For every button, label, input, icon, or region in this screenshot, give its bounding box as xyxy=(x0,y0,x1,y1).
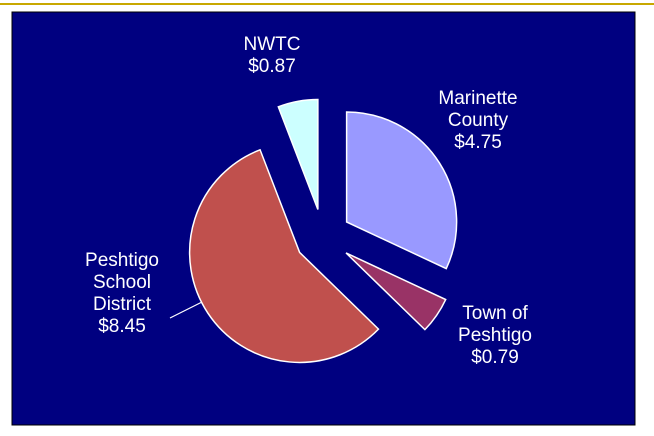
category-name: Town of Peshtigo xyxy=(458,303,532,346)
value-label: $0.87 xyxy=(248,56,296,77)
pie-slice xyxy=(345,111,458,270)
slice-label: NWTC $0.87 xyxy=(222,34,322,78)
leader-line xyxy=(169,299,207,319)
category-name: Marinette County xyxy=(438,88,518,131)
slice-label: Peshtigo School District $8.45 xyxy=(72,250,172,338)
value-label: $0.79 xyxy=(471,347,519,368)
pie-slice xyxy=(345,252,447,331)
plot-background xyxy=(11,11,636,426)
pie-slice xyxy=(188,148,380,364)
value-label: $8.45 xyxy=(98,316,146,337)
category-name: Peshtigo School District xyxy=(85,250,159,315)
slice-label: Town of Peshtigo $0.79 xyxy=(445,303,545,369)
value-label: $4.75 xyxy=(454,132,502,153)
pie-slice xyxy=(277,98,319,210)
slice-label: Marinette County $4.75 xyxy=(428,88,528,154)
category-name: NWTC xyxy=(243,34,301,55)
